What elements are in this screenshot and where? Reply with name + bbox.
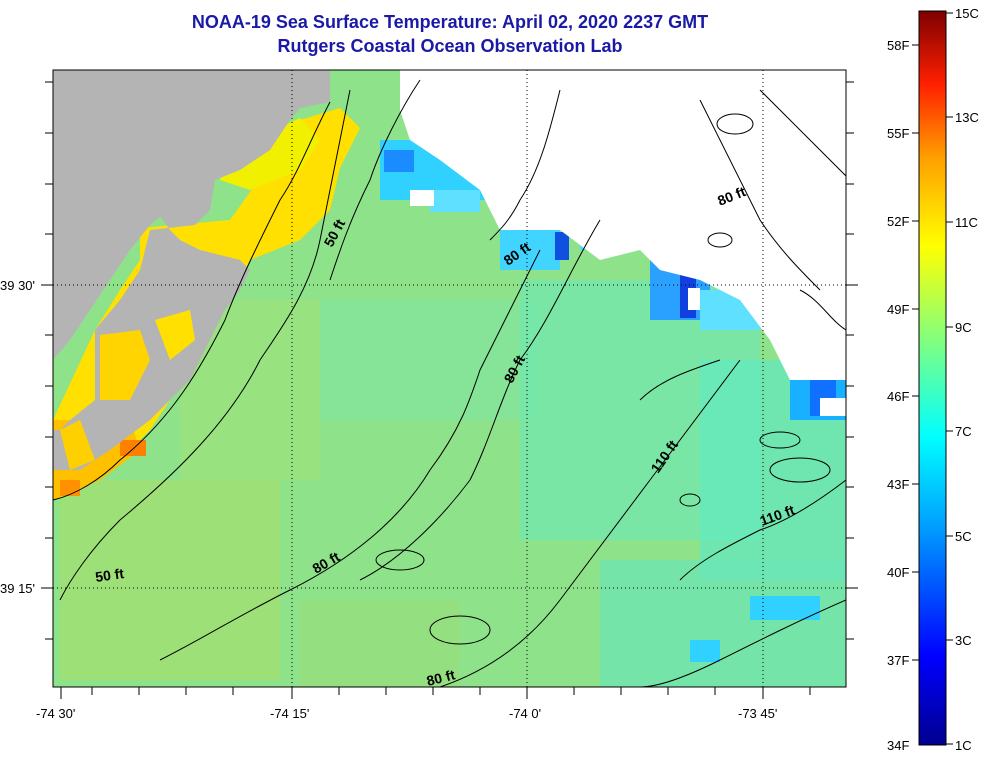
depth-contours [53,79,846,687]
cloud-mask [400,70,846,380]
colorbar-c-label: 5C [955,529,972,544]
colorbar-ticks [912,12,953,745]
lon-label: -74 15' [270,706,309,721]
bay-warm-3 [60,420,95,470]
colorbar-c-label: 13C [955,110,979,125]
colorbar-f-label: 52F [887,214,909,229]
colorbar-f-label: 58F [887,38,909,53]
colorbar-f-label: 43F [887,477,909,492]
colorbar-c-label: 7C [955,424,972,439]
colorbar-f-label: 37F [887,653,909,668]
colorbar-c-label: 11C [955,215,978,230]
lon-label: -74 0' [509,706,541,721]
contour-label: 80 ft [425,666,457,689]
chart-subtitle: Rutgers Coastal Ocean Observation Lab [277,36,623,56]
lat-label: 39 15' [0,581,35,596]
land-inland [53,70,300,360]
colorbar-f-label: 40F [887,565,909,580]
graticule [53,70,846,687]
colorbar-f-label: 46F [887,389,909,404]
bay-warm-2 [155,310,195,360]
map-frame [52,69,847,688]
contour-label: 50 ft [94,565,125,585]
colorbar [918,10,947,746]
colorbar-c-label: 3C [955,633,972,648]
lon-label: -74 30' [36,706,75,721]
colorbar-f-label: 49F [887,302,909,317]
colorbar-f-label: 55F [887,126,909,141]
sst-patches [60,280,846,687]
colorbar-c-label: 15C [955,6,979,21]
axis-ticks [41,81,858,699]
lat-label: 39 30' [0,278,35,293]
colorbar-f-label: 34F [887,738,909,753]
colorbar-c-label: 1C [955,738,972,753]
colorbar-c-label: 9C [955,320,972,335]
lon-label: -73 45' [738,706,777,721]
bay-warm [100,330,150,400]
chart-title: NOAA-19 Sea Surface Temperature: April 0… [191,12,709,32]
cloud-holes [410,150,846,416]
